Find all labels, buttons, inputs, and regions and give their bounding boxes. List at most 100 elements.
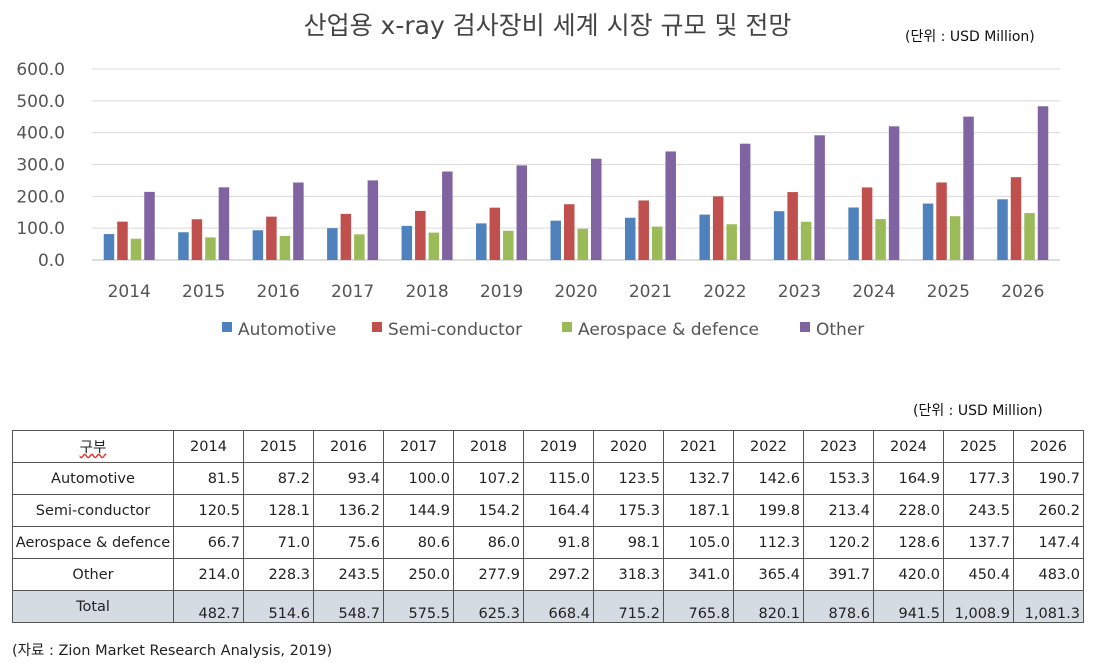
bar-semi-conductor-2025 bbox=[936, 182, 947, 260]
value-cell: 93.4 bbox=[313, 462, 384, 495]
value-cell: 1,008.9 bbox=[943, 590, 1014, 623]
row-label-cell: Semi-conductor bbox=[12, 494, 174, 527]
year-header-cell: 2021 bbox=[663, 430, 734, 463]
value-cell: 341.0 bbox=[663, 558, 734, 591]
x-tick-label: 2025 bbox=[927, 282, 970, 302]
bar-aerospace-defence-2015 bbox=[205, 237, 216, 260]
value-cell: 243.5 bbox=[313, 558, 384, 591]
value-cell: 147.4 bbox=[1013, 526, 1084, 559]
bar-semi-conductor-2015 bbox=[191, 219, 203, 260]
year-header-cell: 2023 bbox=[803, 430, 874, 463]
bar-aerospace-defence-2025 bbox=[949, 216, 961, 260]
bar-semi-conductor-2023 bbox=[787, 192, 798, 260]
x-tick-label: 2015 bbox=[182, 282, 225, 302]
bar-automotive-2023 bbox=[773, 211, 785, 260]
y-tick-label: 200.0 bbox=[16, 187, 65, 207]
value-cell: 128.6 bbox=[873, 526, 944, 559]
y-tick-label: 600.0 bbox=[16, 60, 65, 80]
bar-automotive-2026 bbox=[997, 199, 1008, 260]
legend-label: Aerospace & defence bbox=[578, 320, 759, 340]
chart-title: 산업용 x-ray 검사장비 세계 시장 규모 및 전망 bbox=[303, 11, 792, 40]
legend-label: Automotive bbox=[238, 320, 336, 340]
row-label-cell: Other bbox=[12, 558, 174, 591]
value-cell: 142.6 bbox=[733, 462, 804, 495]
value-cell: 91.8 bbox=[523, 526, 594, 559]
value-cell: 164.9 bbox=[873, 462, 944, 495]
bar-automotive-2025 bbox=[922, 203, 934, 260]
value-cell: 228.0 bbox=[873, 494, 944, 527]
bar-semi-conductor-2026 bbox=[1010, 177, 1022, 260]
x-tick-label: 2026 bbox=[1001, 282, 1044, 302]
bar-other-2014 bbox=[144, 191, 155, 260]
header-label-cell: 구부 bbox=[12, 430, 174, 463]
x-tick-label: 2016 bbox=[257, 282, 300, 302]
value-cell: 260.2 bbox=[1013, 494, 1084, 527]
year-header-cell: 2026 bbox=[1013, 430, 1084, 463]
bar-other-2017 bbox=[367, 180, 379, 260]
bar-other-2026 bbox=[1037, 106, 1049, 261]
value-cell: 107.2 bbox=[453, 462, 524, 495]
value-cell: 100.0 bbox=[383, 462, 454, 495]
bar-semi-conductor-2020 bbox=[564, 204, 575, 260]
bar-automotive-2018 bbox=[401, 225, 413, 260]
chart-unit-label: (단위 : USD Million) bbox=[905, 29, 1035, 45]
value-cell: 86.0 bbox=[453, 526, 524, 559]
legend-swatch bbox=[372, 322, 382, 332]
value-cell: 164.4 bbox=[523, 494, 594, 527]
value-cell: 112.3 bbox=[733, 526, 804, 559]
value-cell: 115.0 bbox=[523, 462, 594, 495]
value-cell: 297.2 bbox=[523, 558, 594, 591]
value-cell: 820.1 bbox=[733, 590, 804, 623]
bar-aerospace-defence-2019 bbox=[503, 230, 514, 260]
x-tick-label: 2019 bbox=[480, 282, 523, 302]
year-header-cell: 2025 bbox=[943, 430, 1014, 463]
x-tick-label: 2024 bbox=[852, 282, 895, 302]
value-cell: 87.2 bbox=[243, 462, 314, 495]
value-cell: 187.1 bbox=[663, 494, 734, 527]
year-header-cell: 2018 bbox=[453, 430, 524, 463]
bar-aerospace-defence-2014 bbox=[130, 238, 142, 260]
value-cell: 136.2 bbox=[313, 494, 384, 527]
value-cell: 250.0 bbox=[383, 558, 454, 591]
value-cell: 625.3 bbox=[453, 590, 524, 623]
value-cell: 177.3 bbox=[943, 462, 1014, 495]
value-cell: 75.6 bbox=[313, 526, 384, 559]
bar-other-2023 bbox=[814, 135, 825, 260]
value-cell: 137.7 bbox=[943, 526, 1014, 559]
value-cell: 144.9 bbox=[383, 494, 454, 527]
value-cell: 765.8 bbox=[663, 590, 734, 623]
value-cell: 483.0 bbox=[1013, 558, 1084, 591]
value-cell: 277.9 bbox=[453, 558, 524, 591]
bar-aerospace-defence-2018 bbox=[428, 232, 440, 260]
bar-automotive-2020 bbox=[550, 220, 561, 260]
value-cell: 153.3 bbox=[803, 462, 874, 495]
year-header-cell: 2024 bbox=[873, 430, 944, 463]
value-cell: 213.4 bbox=[803, 494, 874, 527]
value-cell: 548.7 bbox=[313, 590, 384, 623]
table-row: Aerospace & defence 66.7 71.0 75.6 80.6 86.0 9… bbox=[12, 526, 1084, 559]
bar-other-2020 bbox=[591, 158, 602, 260]
bar-automotive-2014 bbox=[103, 234, 115, 260]
data-table: 구부 2014 2015 2016 2017 2018 2019 2020 2021 2022 20… bbox=[12, 430, 1084, 623]
value-cell: 420.0 bbox=[873, 558, 944, 591]
bar-aerospace-defence-2021 bbox=[651, 226, 663, 260]
bar-other-2021 bbox=[665, 151, 676, 260]
bar-automotive-2017 bbox=[327, 228, 338, 260]
value-cell: 715.2 bbox=[593, 590, 664, 623]
table-header-row: 구부 2014 2015 2016 2017 2018 2019 2020 2021 2022 20… bbox=[12, 430, 1084, 463]
bar-other-2022 bbox=[739, 143, 751, 260]
bar-aerospace-defence-2023 bbox=[800, 221, 812, 260]
bar-automotive-2015 bbox=[178, 232, 189, 260]
value-cell: 514.6 bbox=[243, 590, 314, 623]
bar-semi-conductor-2021 bbox=[638, 200, 649, 260]
year-header-cell: 2020 bbox=[593, 430, 664, 463]
row-label-cell: Aerospace & defence bbox=[12, 526, 174, 559]
year-header-cell: 2014 bbox=[173, 430, 244, 463]
bar-semi-conductor-2016 bbox=[266, 216, 277, 260]
bar-other-2025 bbox=[963, 116, 974, 260]
bar-aerospace-defence-2020 bbox=[577, 228, 588, 260]
y-tick-label: 100.0 bbox=[16, 219, 65, 239]
value-cell: 66.7 bbox=[173, 526, 244, 559]
y-tick-label: 400.0 bbox=[16, 124, 65, 144]
value-cell: 120.2 bbox=[803, 526, 874, 559]
